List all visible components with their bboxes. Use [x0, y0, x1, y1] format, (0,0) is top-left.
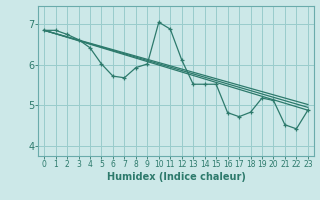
X-axis label: Humidex (Indice chaleur): Humidex (Indice chaleur)	[107, 172, 245, 182]
